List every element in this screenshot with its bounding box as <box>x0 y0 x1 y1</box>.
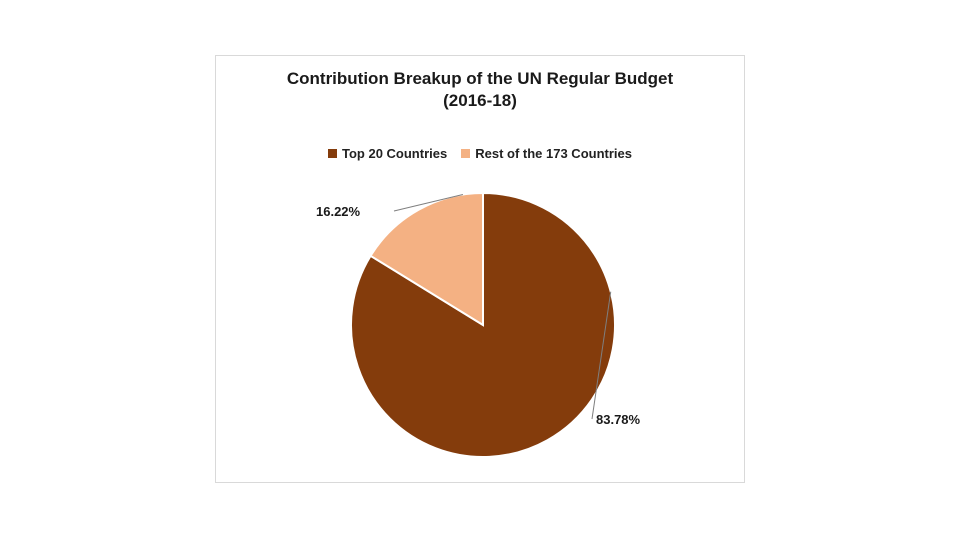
legend-label-top-20: Top 20 Countries <box>342 146 448 161</box>
chart-area: Contribution Breakup of the UN Regular B… <box>215 55 745 483</box>
data-label-top-20: 83.78% <box>596 412 641 427</box>
pie-chart: 83.78% 16.22% <box>316 191 641 458</box>
chart-legend: Top 20 Countries Rest of the 173 Countri… <box>216 146 744 161</box>
legend-item-top-20: Top 20 Countries <box>328 146 447 161</box>
chart-title-line2: (2016-18) <box>443 91 517 110</box>
leader-line-rest <box>393 194 464 212</box>
legend-item-rest: Rest of the 173 Countries <box>461 146 632 161</box>
legend-swatch-top-20 <box>328 149 337 158</box>
pie-slice-rest <box>369 191 484 327</box>
leader-line-top-20 <box>591 291 612 420</box>
chart-title: Contribution Breakup of the UN Regular B… <box>216 68 744 112</box>
legend-swatch-rest <box>461 149 471 158</box>
data-label-rest: 16.22% <box>316 204 361 219</box>
chart-title-line1: Contribution Breakup of the UN Regular B… <box>286 69 674 88</box>
legend-label-rest: Rest of the 173 Countries <box>475 146 632 161</box>
